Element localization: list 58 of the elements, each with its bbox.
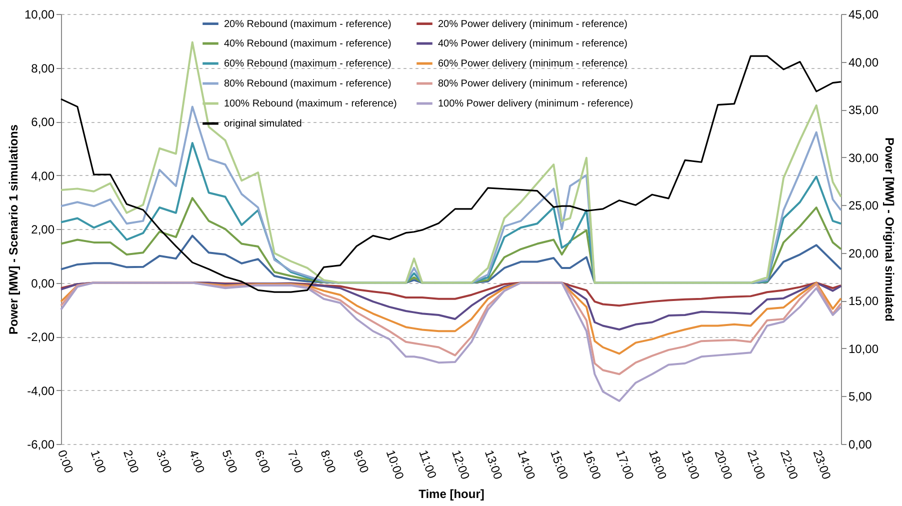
y2-tick-label: 35,00	[848, 103, 879, 118]
legend-label: original simulated	[224, 118, 302, 130]
y2-tick-label: 40,00	[848, 55, 879, 70]
y-tick-label: 8,00	[31, 61, 55, 76]
x-tick-label: 12:00	[449, 448, 473, 482]
x-tick-label: 23:00	[810, 448, 834, 482]
legend-label: 20% Power delivery (minimum - reference)	[438, 18, 628, 30]
x-tick-label: 0:00	[54, 448, 76, 476]
legend-label: 100% Power delivery (minimum - reference)	[438, 98, 634, 110]
x-tick-label: 19:00	[678, 448, 702, 482]
y-tick-label: 4,00	[31, 168, 55, 183]
x-tick-label: 22:00	[777, 448, 801, 482]
y2-tick-label: 25,00	[848, 198, 879, 213]
y-tick-label: 6,00	[31, 115, 55, 129]
y2-tick-label: 30,00	[848, 150, 879, 165]
x-tick-label: 16:00	[580, 448, 604, 482]
y-tick-label: 2,00	[31, 222, 55, 236]
legend-label: 80% Power delivery (minimum - reference)	[438, 78, 628, 90]
y-tick-label: -6,00	[27, 438, 55, 452]
legend-label: 40% Rebound (maximum - reference)	[224, 38, 392, 50]
y-axis-title: Power [MW] - Scenario 1 simulations	[6, 124, 20, 335]
y-tick-label: 0,00	[31, 276, 55, 290]
x-tick-label: 18:00	[646, 448, 670, 482]
y2-tick-label: 0,00	[848, 438, 872, 452]
legend-label: 80% Rebound (maximum - reference)	[224, 78, 392, 90]
x-tick-label: 9:00	[350, 448, 372, 476]
legend-label: 20% Rebound (maximum - reference)	[224, 18, 392, 30]
x-tick-label: 10:00	[383, 448, 407, 482]
y2-tick-label: 20,00	[848, 246, 879, 260]
y2-tick-label: 15,00	[848, 294, 879, 308]
x-tick-label: 11:00	[416, 448, 440, 481]
y-tick-label: -2,00	[27, 330, 55, 344]
x-tick-label: 1:00	[88, 448, 110, 476]
legend-label: 40% Power delivery (minimum - reference)	[438, 38, 628, 50]
x-tick-label: 8:00	[318, 448, 339, 476]
x-tick-label: 15:00	[548, 448, 572, 482]
x-tick-label: 17:00	[613, 448, 637, 482]
y-tick-label: -4,00	[27, 384, 55, 398]
x-tick-label: 5:00	[219, 448, 240, 476]
x-tick-label: 6:00	[252, 448, 274, 476]
legend-label: 60% Rebound (maximum - reference)	[224, 58, 392, 70]
y2-tick-label: 5,00	[848, 390, 872, 404]
y2-axis-title: Power [MW] - Original simulated	[882, 137, 897, 322]
line-series	[60, 282, 842, 402]
x-tick-label: 21:00	[744, 448, 768, 482]
y-tick-label: 10,00	[24, 8, 55, 22]
x-tick-label: 7:00	[284, 448, 306, 476]
x-tick-label: 14:00	[514, 448, 538, 482]
x-axis-title: Time [hour]	[418, 486, 484, 501]
x-tick-label: 3:00	[153, 448, 175, 476]
x-tick-label: 13:00	[482, 448, 506, 482]
legend-label: 100% Rebound (maximum - reference)	[224, 98, 397, 110]
y2-tick-label: 45,00	[848, 8, 879, 22]
x-tick-label: 20:00	[712, 448, 736, 482]
legend-label: 60% Power delivery (minimum - reference)	[438, 58, 628, 70]
x-tick-label: 4:00	[186, 448, 208, 476]
x-tick-label: 2:00	[120, 448, 142, 476]
y2-tick-label: 10,00	[848, 342, 879, 356]
